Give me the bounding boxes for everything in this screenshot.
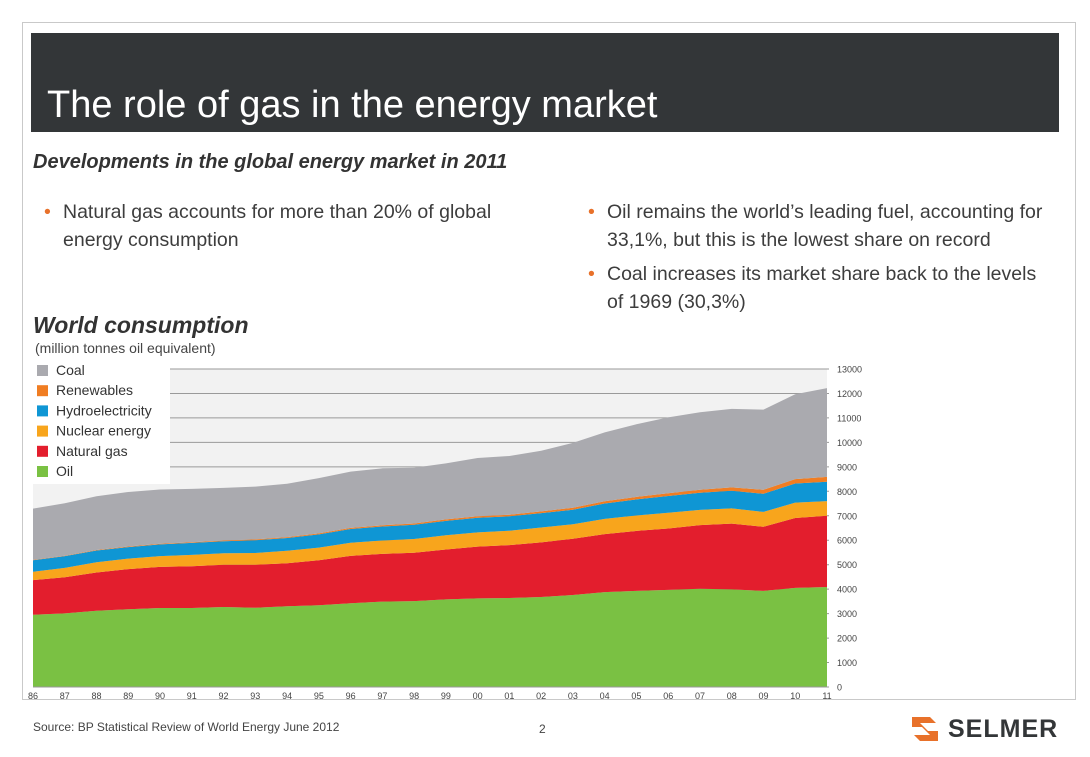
legend-label: Coal [56, 362, 85, 378]
selmer-logo-icon [912, 717, 938, 741]
legend-swatch [37, 405, 48, 417]
chart-unit-label: (million tonnes oil equivalent) [35, 340, 216, 356]
bullet-list-right: • Oil remains the world’s leading fuel, a… [588, 198, 1048, 322]
bullet-item: • Natural gas accounts for more than 20% … [44, 198, 514, 254]
x-tick-label: 03 [568, 691, 578, 701]
legend-swatch [37, 445, 48, 457]
x-tick-label: 99 [441, 691, 451, 701]
x-tick-label: 94 [282, 691, 292, 701]
legend-label: Renewables [56, 382, 133, 398]
x-tick-label: 89 [123, 691, 133, 701]
legend-background [33, 360, 170, 484]
y-tick-label: 6000 [837, 536, 857, 546]
legend-label: Oil [56, 463, 73, 479]
bullet-item: • Oil remains the world’s leading fuel, a… [588, 198, 1048, 254]
x-tick-label: 93 [250, 691, 260, 701]
x-tick-label: 07 [695, 691, 705, 701]
area-natural-gas [33, 515, 827, 615]
chart-title: World consumption [33, 312, 249, 338]
slide-subtitle: Developments in the global energy market… [33, 151, 508, 173]
x-tick-label: 06 [663, 691, 673, 701]
y-tick-label: 2000 [837, 634, 857, 644]
bullet-text: Oil remains the world’s leading fuel, ac… [607, 201, 1043, 251]
legend-label: Natural gas [56, 443, 128, 459]
y-tick-label: 8000 [837, 487, 857, 497]
x-tick-label: 02 [536, 691, 546, 701]
y-tick-label: 3000 [837, 609, 857, 619]
x-tick-label: 11 [822, 691, 831, 701]
logo-text: SELMER [948, 715, 1059, 743]
legend-swatch [37, 385, 48, 397]
x-tick-label: 88 [92, 691, 102, 701]
y-tick-label: 5000 [837, 560, 857, 570]
bullet-item: • Coal increases its market share back to… [588, 260, 1048, 316]
title-bar [31, 33, 1059, 132]
x-tick-label: 10 [790, 691, 800, 701]
y-tick-label: 0 [837, 683, 842, 693]
area-nuclear-energy [33, 501, 827, 581]
y-tick-label: 12000 [837, 389, 862, 399]
x-tick-label: 04 [600, 691, 610, 701]
bullet-dot-icon: • [588, 263, 595, 285]
y-tick-label: 9000 [837, 462, 857, 472]
bullet-dot-icon: • [44, 201, 51, 223]
x-tick-label: 92 [219, 691, 229, 701]
x-tick-label: 01 [504, 691, 514, 701]
y-tick-label: 10000 [837, 438, 862, 448]
x-tick-label: 08 [727, 691, 737, 701]
area-oil [33, 587, 827, 687]
x-tick-label: 91 [187, 691, 197, 701]
selmer-logo: SELMER [906, 709, 1066, 749]
x-tick-label: 97 [377, 691, 387, 701]
source-note: Source: BP Statistical Review of World E… [33, 720, 340, 734]
bullet-dot-icon: • [588, 201, 595, 223]
legend-swatch [37, 365, 48, 376]
y-tick-label: 4000 [837, 585, 857, 595]
area-coal [33, 388, 827, 560]
x-tick-label: 00 [473, 691, 483, 701]
legend-swatch [37, 466, 48, 477]
y-tick-label: 7000 [837, 511, 857, 521]
bullet-text: Coal increases its market share back to … [607, 263, 1037, 313]
x-tick-label: 98 [409, 691, 419, 701]
bullet-text: Natural gas accounts for more than 20% o… [63, 201, 492, 251]
slide-frame [22, 22, 1076, 700]
legend-label: Nuclear energy [56, 423, 151, 439]
y-tick-label: 1000 [837, 658, 857, 668]
x-tick-label: 87 [60, 691, 70, 701]
slide-title: The role of gas in the energy market [47, 84, 658, 126]
x-tick-label: 05 [631, 691, 641, 701]
legend-swatch [37, 425, 48, 437]
bullet-list-left: • Natural gas accounts for more than 20% … [44, 198, 514, 260]
y-tick-label: 11000 [837, 413, 861, 423]
x-tick-label: 09 [758, 691, 768, 701]
x-tick-label: 86 [28, 691, 38, 701]
page-number: 2 [539, 722, 546, 736]
x-tick-label: 95 [314, 691, 324, 701]
y-tick-label: 13000 [837, 365, 862, 375]
x-tick-label: 90 [155, 691, 165, 701]
x-tick-label: 96 [346, 691, 356, 701]
legend-label: Hydroelectricity [56, 402, 152, 418]
area-hydroelectricity [33, 481, 827, 572]
